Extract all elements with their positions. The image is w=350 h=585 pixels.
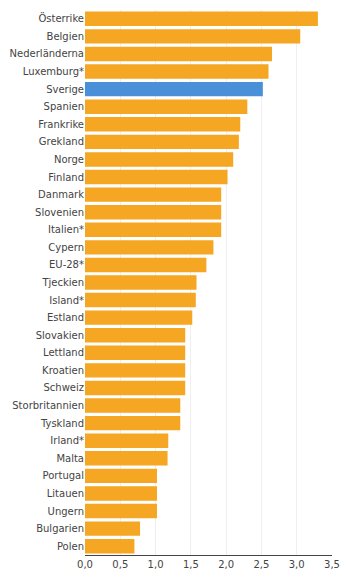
svg-text:Kroatien: Kroatien (42, 365, 84, 376)
svg-text:0,0: 0,0 (77, 559, 93, 570)
svg-text:Norge: Norge (54, 154, 84, 165)
svg-text:Nederländerna: Nederländerna (10, 48, 84, 59)
svg-text:Tyskland: Tyskland (40, 418, 84, 429)
svg-text:1,5: 1,5 (183, 559, 199, 570)
svg-text:Österrike: Österrike (38, 12, 84, 24)
svg-text:Litauen: Litauen (47, 488, 84, 499)
svg-text:3,0: 3,0 (289, 559, 305, 570)
svg-text:EU-28*: EU-28* (49, 259, 84, 270)
svg-text:2,5: 2,5 (253, 559, 269, 570)
svg-text:Island*: Island* (49, 295, 84, 306)
svg-text:Tjeckien: Tjeckien (41, 277, 84, 288)
svg-text:Italien*: Italien* (48, 224, 84, 235)
svg-text:Grekland: Grekland (39, 136, 84, 147)
svg-text:Storbritannien: Storbritannien (12, 400, 84, 411)
svg-text:Finland: Finland (48, 172, 84, 183)
svg-text:Cypern: Cypern (48, 242, 84, 253)
svg-text:Malta: Malta (56, 453, 84, 464)
svg-text:Ungern: Ungern (48, 506, 84, 517)
svg-text:3,5: 3,5 (324, 559, 340, 570)
svg-text:Bulgarien: Bulgarien (36, 523, 84, 534)
svg-text:Polen: Polen (57, 541, 84, 552)
svg-text:Portugal: Portugal (43, 470, 84, 481)
svg-text:Slovenien: Slovenien (35, 207, 84, 218)
svg-text:Lettland: Lettland (43, 347, 84, 358)
svg-text:Frankrike: Frankrike (38, 119, 84, 130)
svg-text:Luxemburg*: Luxemburg* (23, 66, 84, 77)
svg-text:Schweiz: Schweiz (43, 382, 84, 393)
svg-text:Irland*: Irland* (50, 435, 84, 446)
svg-text:Sverige: Sverige (46, 84, 84, 95)
svg-text:2,0: 2,0 (218, 559, 234, 570)
svg-text:Belgien: Belgien (47, 31, 84, 42)
svg-text:Estland: Estland (47, 312, 84, 323)
svg-text:Danmark: Danmark (38, 189, 84, 200)
svg-text:0,5: 0,5 (112, 559, 128, 570)
svg-text:Slovakien: Slovakien (36, 330, 84, 341)
svg-text:Spanien: Spanien (44, 101, 84, 112)
svg-text:1,0: 1,0 (148, 559, 164, 570)
